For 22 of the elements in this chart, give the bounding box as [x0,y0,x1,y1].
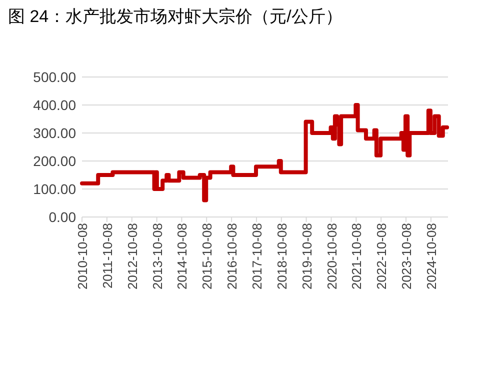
y-tick-label: 300.00 [33,125,76,141]
x-tick-label: 2020-10-08 [324,223,340,290]
y-tick-label: 500.00 [33,69,76,85]
x-tick-label: 2016-10-08 [224,223,240,290]
x-tick-label: 2013-10-08 [150,223,165,290]
x-tick-label: 2010-10-08 [75,223,90,290]
y-tick-label: 200.00 [33,153,76,169]
x-tick-label: 2022-10-08 [374,223,390,290]
x-tick-label: 2024-10-08 [424,223,439,290]
x-tick-label: 2019-10-08 [299,223,314,290]
x-tick-label: 2021-10-08 [349,223,364,290]
chart-title: 图 24：水产批发市场对虾大宗价（元/公斤） [8,7,342,26]
x-tick-label: 2015-10-08 [200,223,215,290]
x-tick-label: 2017-10-08 [249,223,264,290]
y-tick-label: 0.00 [48,209,76,225]
x-tick-label: 2023-10-08 [398,223,414,290]
x-tick-label: 2014-10-08 [174,223,190,290]
y-tick-label: 400.00 [33,97,76,113]
y-tick-label: 100.00 [33,181,76,197]
x-tick-label: 2018-10-08 [274,223,290,290]
x-tick-label: 2012-10-08 [124,223,140,290]
x-tick-label: 2011-10-08 [100,223,115,289]
